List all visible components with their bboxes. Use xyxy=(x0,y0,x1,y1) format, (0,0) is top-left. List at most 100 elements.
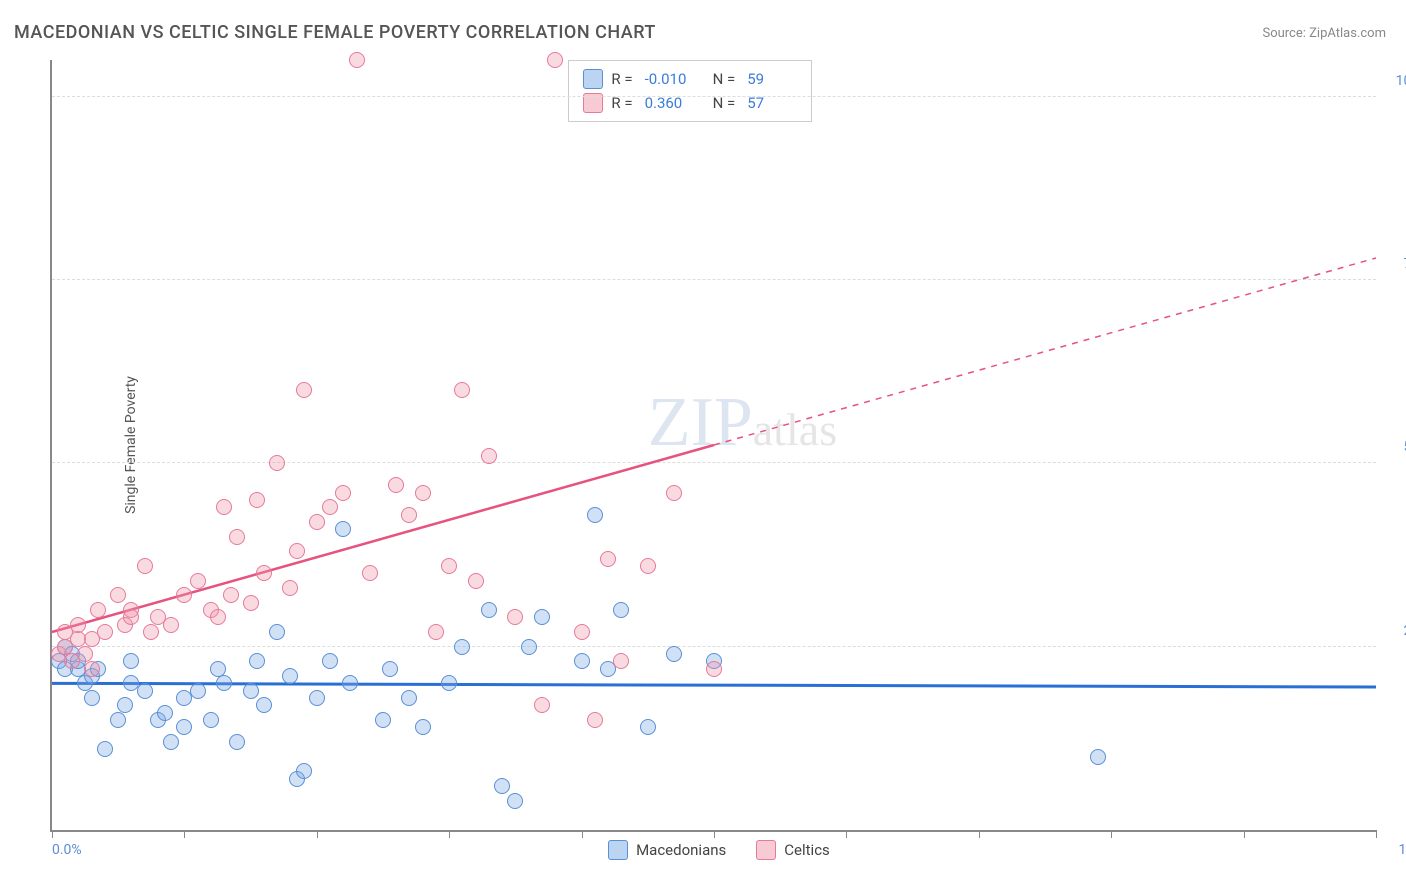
data-point xyxy=(534,609,550,625)
data-point xyxy=(388,477,404,493)
data-point xyxy=(507,793,523,809)
chart-title: MACEDONIAN VS CELTIC SINGLE FEMALE POVER… xyxy=(14,22,656,43)
data-point xyxy=(666,485,682,501)
data-point xyxy=(375,712,391,728)
stats-legend-row: R = -0.010 N = 59 xyxy=(583,67,797,91)
data-point xyxy=(157,705,173,721)
data-point xyxy=(249,653,265,669)
data-point xyxy=(342,675,358,691)
data-point xyxy=(454,639,470,655)
data-point xyxy=(143,624,159,640)
data-point xyxy=(289,543,305,559)
plot-area: Single Female Poverty ZIPatlas 0.0% 10.0… xyxy=(50,60,1376,832)
data-point xyxy=(176,587,192,603)
source-label: Source: ZipAtlas.com xyxy=(1262,26,1386,41)
data-point xyxy=(494,778,510,794)
data-point xyxy=(97,741,113,757)
x-tick xyxy=(1376,830,1377,838)
legend-swatch xyxy=(583,69,603,89)
data-point xyxy=(84,690,100,706)
data-point xyxy=(587,507,603,523)
data-point xyxy=(640,558,656,574)
data-point xyxy=(249,492,265,508)
data-point xyxy=(282,580,298,596)
data-point xyxy=(243,683,259,699)
data-point xyxy=(176,719,192,735)
data-point xyxy=(216,675,232,691)
data-point xyxy=(481,602,497,618)
data-point xyxy=(587,712,603,728)
series-legend: Macedonians Celtics xyxy=(608,840,830,860)
data-point xyxy=(382,661,398,677)
data-point xyxy=(349,52,365,68)
x-tick xyxy=(184,830,185,838)
x-tick xyxy=(1244,830,1245,838)
series-legend-item: Celtics xyxy=(756,840,830,860)
data-point xyxy=(137,558,153,574)
watermark: ZIPatlas xyxy=(648,383,837,463)
data-point xyxy=(229,734,245,750)
x-tick xyxy=(582,830,583,838)
data-point xyxy=(322,653,338,669)
data-point xyxy=(84,661,100,677)
x-tick xyxy=(1111,830,1112,838)
data-point xyxy=(1090,749,1106,765)
data-point xyxy=(428,624,444,640)
n-value: 59 xyxy=(747,70,797,88)
data-point xyxy=(309,690,325,706)
r-value: 0.360 xyxy=(645,94,695,112)
data-point xyxy=(415,719,431,735)
data-point xyxy=(256,697,272,713)
r-label: R = xyxy=(611,70,632,88)
r-label: R = xyxy=(611,94,632,112)
data-point xyxy=(362,565,378,581)
data-point xyxy=(223,587,239,603)
data-point xyxy=(296,763,312,779)
data-point xyxy=(600,551,616,567)
data-point xyxy=(110,712,126,728)
data-point xyxy=(117,697,133,713)
data-point xyxy=(507,609,523,625)
trend-lines xyxy=(52,60,1376,830)
series-legend-item: Macedonians xyxy=(608,840,726,860)
data-point xyxy=(256,565,272,581)
data-point xyxy=(229,529,245,545)
data-point xyxy=(574,653,590,669)
x-tick xyxy=(846,830,847,838)
gridline xyxy=(52,646,1376,647)
gridline xyxy=(52,279,1376,280)
x-tick xyxy=(714,830,715,838)
series-label: Macedonians xyxy=(636,841,726,859)
data-point xyxy=(90,602,106,618)
data-point xyxy=(468,573,484,589)
data-point xyxy=(210,661,226,677)
data-point xyxy=(123,653,139,669)
y-tick-label: 100.0% xyxy=(1396,73,1406,89)
data-point xyxy=(401,507,417,523)
data-point xyxy=(190,573,206,589)
data-point xyxy=(282,668,298,684)
data-point xyxy=(163,734,179,750)
data-point xyxy=(441,558,457,574)
data-point xyxy=(454,382,470,398)
data-point xyxy=(110,587,126,603)
data-point xyxy=(640,719,656,735)
r-value: -0.010 xyxy=(645,70,695,88)
data-point xyxy=(137,683,153,699)
data-point xyxy=(123,609,139,625)
data-point xyxy=(97,624,113,640)
n-value: 57 xyxy=(747,94,797,112)
data-point xyxy=(534,697,550,713)
x-axis-min-label: 0.0% xyxy=(52,842,82,858)
data-point xyxy=(335,485,351,501)
data-point xyxy=(309,514,325,530)
watermark-zip: ZIP xyxy=(648,384,753,461)
x-tick xyxy=(449,830,450,838)
data-point xyxy=(210,609,226,625)
watermark-atlas: atlas xyxy=(753,404,837,455)
n-label: N = xyxy=(713,70,736,88)
x-axis-max-label: 10.0% xyxy=(1398,842,1406,858)
x-tick xyxy=(52,830,53,838)
legend-swatch xyxy=(608,840,628,860)
data-point xyxy=(77,646,93,662)
